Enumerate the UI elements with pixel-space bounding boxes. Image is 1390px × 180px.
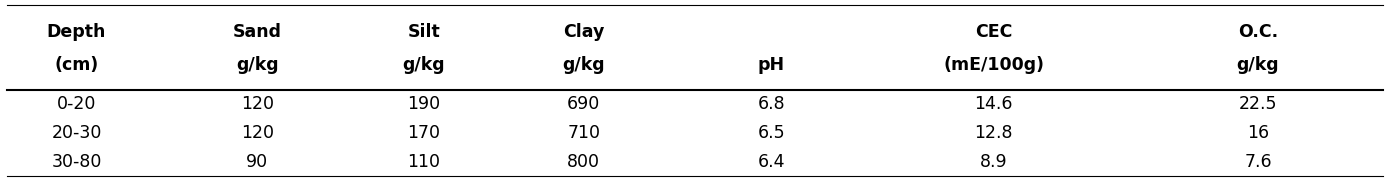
Text: Depth: Depth xyxy=(47,23,106,41)
Text: (mE/100g): (mE/100g) xyxy=(944,56,1044,74)
Text: 120: 120 xyxy=(240,124,274,142)
Text: CEC: CEC xyxy=(976,23,1012,41)
Text: 6.8: 6.8 xyxy=(758,95,785,113)
Text: 190: 190 xyxy=(407,95,441,113)
Text: 20-30: 20-30 xyxy=(51,124,101,142)
Text: 0-20: 0-20 xyxy=(57,95,96,113)
Text: 120: 120 xyxy=(240,95,274,113)
Text: 170: 170 xyxy=(407,124,441,142)
Text: 710: 710 xyxy=(567,124,600,142)
Text: 16: 16 xyxy=(1247,124,1269,142)
Text: (cm): (cm) xyxy=(54,56,99,74)
Text: 110: 110 xyxy=(407,153,441,171)
Text: Sand: Sand xyxy=(232,23,282,41)
Text: O.C.: O.C. xyxy=(1238,23,1277,41)
Text: 22.5: 22.5 xyxy=(1238,95,1277,113)
Text: pH: pH xyxy=(758,56,785,74)
Text: 6.5: 6.5 xyxy=(758,124,785,142)
Text: 7.6: 7.6 xyxy=(1244,153,1272,171)
Text: Silt: Silt xyxy=(407,23,441,41)
Text: 14.6: 14.6 xyxy=(974,95,1013,113)
Text: Clay: Clay xyxy=(563,23,605,41)
Text: 12.8: 12.8 xyxy=(974,124,1013,142)
Text: 30-80: 30-80 xyxy=(51,153,101,171)
Text: 8.9: 8.9 xyxy=(980,153,1008,171)
Text: 800: 800 xyxy=(567,153,600,171)
Text: 690: 690 xyxy=(567,95,600,113)
Text: 6.4: 6.4 xyxy=(758,153,785,171)
Text: g/kg: g/kg xyxy=(563,56,605,74)
Text: g/kg: g/kg xyxy=(403,56,445,74)
Text: g/kg: g/kg xyxy=(236,56,278,74)
Text: g/kg: g/kg xyxy=(1237,56,1279,74)
Text: 90: 90 xyxy=(246,153,268,171)
